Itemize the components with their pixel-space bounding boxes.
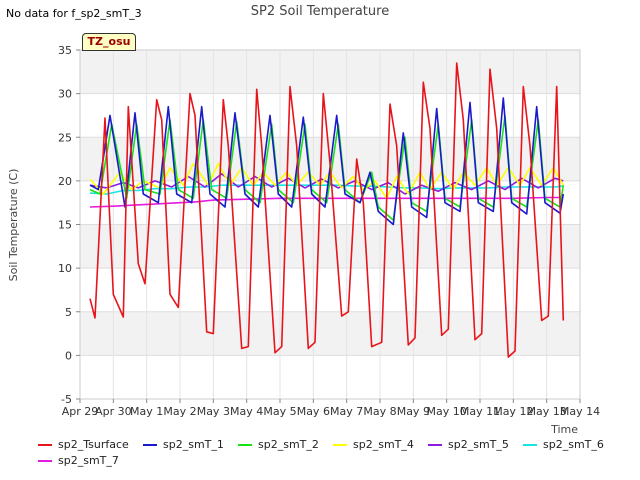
- y-tick-label: 35: [58, 44, 72, 57]
- legend-item-sp2-tsurface[interactable]: sp2_Tsurface: [38, 438, 129, 451]
- x-tick-label: May 5: [263, 405, 296, 418]
- legend-item-sp2-smt-2[interactable]: sp2_smT_2: [238, 438, 319, 451]
- timezone-badge: TZ_osu: [82, 33, 136, 51]
- legend-swatch: [143, 444, 157, 446]
- legend-label: sp2_smT_7: [58, 454, 119, 467]
- y-tick-label: 20: [58, 175, 72, 188]
- x-tick-label: May 9: [397, 405, 430, 418]
- series-line-sp2-smt-4: [89, 162, 564, 200]
- y-tick-label: 10: [58, 262, 72, 275]
- plot-band: [80, 224, 580, 269]
- series-line-sp2-smt-1: [89, 97, 565, 226]
- y-tick-label: -5: [61, 393, 72, 406]
- y-tick-label: 0: [65, 349, 72, 362]
- legend-swatch: [38, 460, 52, 462]
- legend-label: sp2_smT_4: [353, 438, 414, 451]
- chart-title: SP2 Soil Temperature: [251, 4, 389, 19]
- legend-item-sp2-smt-4[interactable]: sp2_smT_4: [333, 438, 414, 451]
- plot-bands: [80, 50, 580, 356]
- x-tick-label: May 12: [493, 405, 533, 418]
- y-tick-label: 15: [58, 219, 72, 232]
- legend-swatch: [333, 444, 347, 446]
- y-axis-ticks: -5 0 5 10 15 20 25 30 35: [58, 44, 80, 406]
- x-tick-label: May 13: [527, 405, 567, 418]
- plot-band: [80, 50, 580, 94]
- x-tick-label: May 2: [163, 405, 196, 418]
- legend-label: sp2_smT_1: [163, 438, 224, 451]
- x-tick-label: May 10: [427, 405, 467, 418]
- legend-item-sp2-smt-7[interactable]: sp2_smT_7: [38, 454, 119, 467]
- legend-swatch: [428, 444, 442, 446]
- x-axis-label: Time: [550, 423, 578, 436]
- legend-item-sp2-smt-6[interactable]: sp2_smT_6: [523, 438, 604, 451]
- legend-swatch: [523, 444, 537, 446]
- x-tick-label: May 3: [197, 405, 230, 418]
- x-tick-label: May 14: [560, 405, 600, 418]
- y-axis-label: Soil Temperature (C): [7, 169, 20, 282]
- legend-label: sp2_Tsurface: [58, 438, 129, 451]
- y-tick-label: 25: [58, 131, 72, 144]
- x-tick-label: May 8: [363, 405, 396, 418]
- x-tick-label: May 1: [130, 405, 163, 418]
- x-tick-label: May 4: [230, 405, 263, 418]
- legend-label: sp2_smT_6: [543, 438, 604, 451]
- legend-swatch: [38, 444, 52, 446]
- legend-swatch: [238, 444, 252, 446]
- legend-label: sp2_smT_5: [448, 438, 509, 451]
- plot-band: [80, 311, 580, 356]
- y-tick-label: 5: [65, 306, 72, 319]
- x-tick-label: Apr 30: [95, 405, 132, 418]
- no-data-message: No data for f_sp2_smT_3: [6, 7, 142, 20]
- x-tick-label: Apr 29: [62, 405, 99, 418]
- x-tick-label: May 11: [460, 405, 500, 418]
- series-line-sp2-tsurface: [89, 62, 565, 358]
- legend-label: sp2_smT_2: [258, 438, 319, 451]
- x-tick-label: May 6: [297, 405, 330, 418]
- series-line-sp2-smt-7: [89, 196, 564, 208]
- legend-item-sp2-smt-1[interactable]: sp2_smT_1: [143, 438, 224, 451]
- x-tick-label: May 7: [330, 405, 363, 418]
- y-tick-label: 30: [58, 88, 72, 101]
- legend-item-sp2-smt-5[interactable]: sp2_smT_5: [428, 438, 509, 451]
- series-lines: [89, 62, 565, 358]
